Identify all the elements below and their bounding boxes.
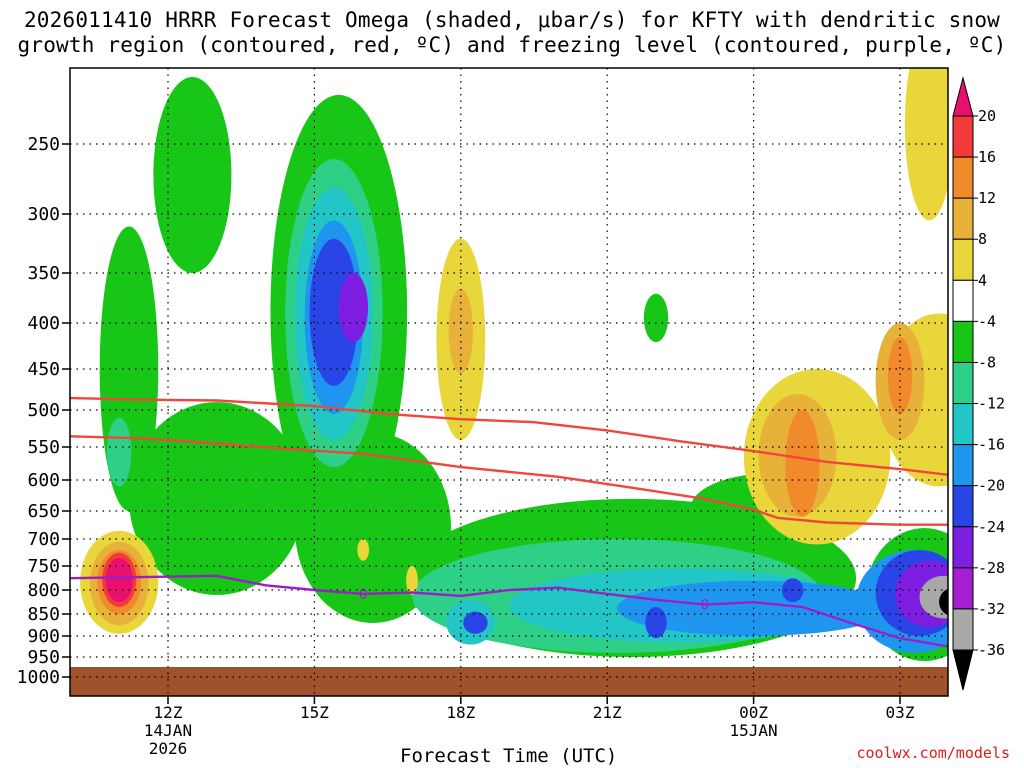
omega-region--28-0 <box>338 273 369 343</box>
colorbar-segment <box>952 197 974 240</box>
y-tick-label: 500 <box>27 400 60 421</box>
y-tick-label: 750 <box>27 556 60 577</box>
colorbar-segment <box>952 279 974 322</box>
y-tick-label: 550 <box>27 437 60 458</box>
omega-region--8-2 <box>128 402 305 595</box>
colorbar-segment <box>952 444 974 487</box>
omega-region-12-2 <box>887 337 913 414</box>
omega-region-20-0 <box>105 558 133 603</box>
colorbar-segment <box>952 320 974 363</box>
colorbar-segment <box>952 156 974 199</box>
x-tick-sublabel: 14JAN <box>144 721 192 740</box>
freezing-level-contour <box>70 574 948 648</box>
y-tick-label: 300 <box>27 204 60 225</box>
y-tick-label: 600 <box>27 470 60 491</box>
y-tick-label: 950 <box>27 647 60 668</box>
y-tick-label: 800 <box>27 580 60 601</box>
y-tick-label: 400 <box>27 313 60 334</box>
y-tick-label: 650 <box>27 501 60 522</box>
omega-region-4-4 <box>904 68 948 221</box>
x-tick-label: 00Z <box>739 703 768 722</box>
colorbar-label: 20 <box>978 107 996 125</box>
omega-region--36-0 <box>939 588 948 616</box>
omega-shading <box>80 68 948 662</box>
colorbar-label: -4 <box>978 312 996 330</box>
gridlines <box>70 68 948 696</box>
colorbar-label: 8 <box>978 230 987 248</box>
colorbar-segment <box>952 485 974 528</box>
omega-region-4-6 <box>357 539 370 561</box>
x-tick-label: 18Z <box>446 703 475 722</box>
y-axis: 2503003504004505005506006507007508008509… <box>17 134 70 688</box>
colorbar-label: -12 <box>978 395 1005 413</box>
x-tick-label: 03Z <box>886 703 915 722</box>
colorbar-label: -28 <box>978 559 1005 577</box>
x-axis-title: Forecast Time (UTC) <box>400 745 618 767</box>
colorbar-segment <box>952 238 974 281</box>
y-tick-label: 700 <box>27 529 60 550</box>
x-tick-sublabel: 15JAN <box>730 721 778 740</box>
plot-area: 00 <box>70 68 948 696</box>
colorbar-label: -8 <box>978 353 996 371</box>
omega-region-12-1 <box>785 410 820 517</box>
freezing-level-label-1: 0 <box>701 598 709 614</box>
credit-text: coolwx.com/models <box>856 744 1010 762</box>
colorbar-label: -32 <box>978 600 1005 618</box>
colorbar-segment <box>952 403 974 446</box>
y-tick-label: 1000 <box>17 667 60 688</box>
omega-region-4-5 <box>406 566 418 595</box>
freezing-level-label-0: 0 <box>359 587 367 603</box>
omega-region--12-2 <box>107 417 132 487</box>
x-tick-sublabel: 2026 <box>149 739 188 758</box>
colorbar-segment <box>952 361 974 405</box>
dendritic-upper-contour <box>70 396 948 477</box>
x-tick-label: 12Z <box>154 703 183 722</box>
colorbar-segment <box>952 115 974 158</box>
x-tick-label: 21Z <box>593 703 622 722</box>
colorbar-bottom-triangle <box>952 649 974 691</box>
omega-region--8-6 <box>643 293 669 343</box>
omega-region-8-1 <box>448 288 473 374</box>
plot-frame <box>69 67 949 697</box>
colorbar-label: -24 <box>978 518 1005 536</box>
x-tick-label: 15Z <box>300 703 329 722</box>
colorbar-label: -36 <box>978 641 1005 659</box>
omega-region--24-2 <box>645 606 667 639</box>
chart-title: 2026011410 HRRR Forecast Omega (shaded, … <box>17 8 1007 57</box>
omega-region--24-0 <box>309 238 359 386</box>
colorbar-label: 16 <box>978 148 996 166</box>
colorbar-label: 4 <box>978 271 987 289</box>
colorbar-segment <box>952 567 974 610</box>
omega-region--8-5 <box>153 77 232 274</box>
terrain-band <box>70 667 948 696</box>
contour-lines: 00 <box>70 396 948 648</box>
colorbar-label: -20 <box>978 477 1005 495</box>
y-tick-label: 350 <box>27 263 60 284</box>
y-tick-label: 250 <box>27 134 60 155</box>
colorbar-top-triangle <box>952 76 974 117</box>
colorbar-label: 12 <box>978 189 996 207</box>
y-tick-label: 450 <box>27 359 60 380</box>
colorbar: 20 16 12 8 4 -4 -8 -12 -16 -20 -24 -28 -32 -36 <box>952 76 1005 691</box>
omega-region--24-1 <box>463 611 488 634</box>
colorbar-segment <box>952 526 974 569</box>
y-tick-label: 850 <box>27 604 60 625</box>
dendritic-lower-contour <box>70 435 948 526</box>
colorbar-segment <box>952 608 974 651</box>
terrain-fill <box>70 667 948 696</box>
y-tick-label: 900 <box>27 626 60 647</box>
colorbar-label: -16 <box>978 436 1005 454</box>
